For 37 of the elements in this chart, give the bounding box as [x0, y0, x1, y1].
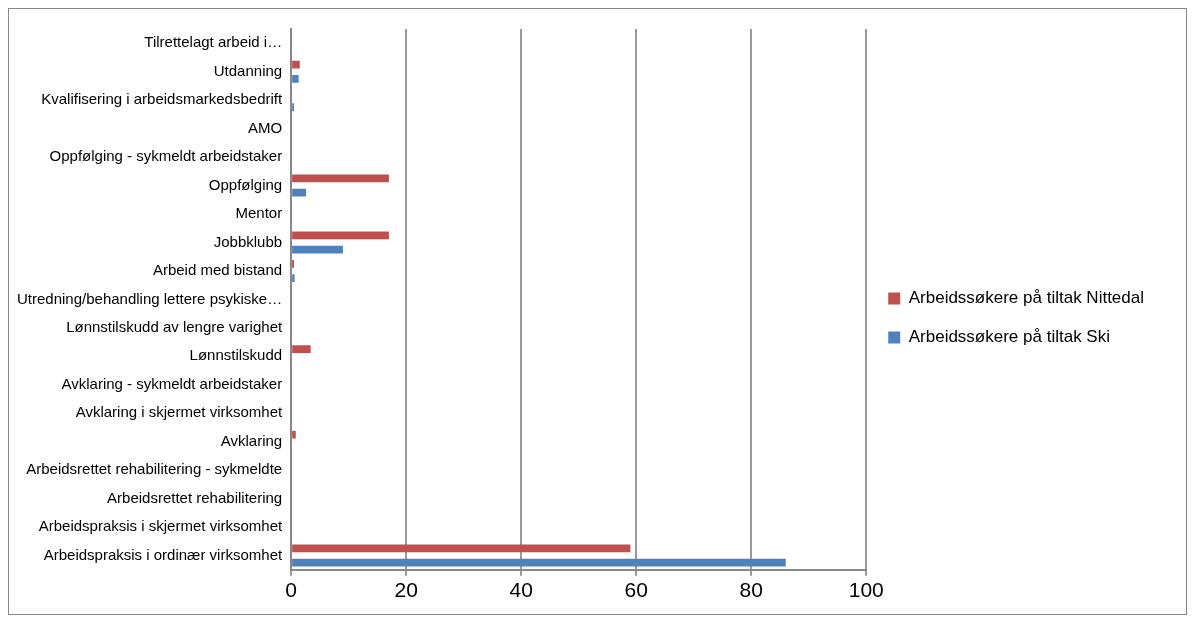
x-tick-label: 60 — [624, 578, 648, 602]
y-tick-label: Avklaring — [220, 431, 283, 449]
bar — [292, 188, 307, 197]
x-tick-label: 40 — [509, 578, 533, 602]
bar — [292, 345, 311, 354]
y-tick-label: AMO — [247, 118, 283, 136]
x-tick-label: 20 — [394, 578, 418, 602]
y-tick-label: Arbeidspraksis i skjermet virksomhet — [38, 517, 283, 535]
x-tick-label: 100 — [848, 578, 884, 602]
y-tick-label: Jobbklubb — [213, 232, 283, 250]
bar — [292, 558, 786, 567]
y-tick-label: Lønnstilskudd — [189, 346, 283, 364]
bar — [292, 231, 389, 240]
legend-label: Arbeidssøkere på tiltak Ski — [908, 327, 1110, 347]
bar — [292, 174, 389, 183]
y-tick-label: Tilrettelagt arbeid i… — [144, 33, 283, 51]
y-tick-label: Utdanning — [213, 61, 283, 79]
y-tick-label: Mentor — [235, 204, 283, 222]
y-tick-label: Kvalifisering i arbeidsmarkedsbedrift — [41, 90, 283, 108]
x-tick-label: 80 — [739, 578, 763, 602]
y-tick-label: Lønnstilskudd av lengre varighet — [66, 318, 283, 335]
y-tick-label: Utredning/behandling lettere psykiske… — [17, 289, 283, 307]
y-tick-label: Oppfølging — [208, 175, 283, 193]
y-tick-label: Avklaring i skjermet virksomhet — [75, 403, 283, 421]
bar — [292, 245, 343, 254]
y-tick-label: Oppfølging - sykmeldt arbeidstaker — [49, 147, 283, 165]
bar — [292, 60, 300, 69]
y-tick-label: Arbeidsrettet rehabilitering — [107, 488, 283, 506]
y-tick-label: Avklaring - sykmeldt arbeidstaker — [61, 374, 283, 392]
bar — [292, 430, 296, 439]
y-tick-label: Arbeidspraksis i ordinær virksomhet — [43, 545, 283, 563]
x-tick-label: 0 — [285, 578, 297, 602]
legend-label: Arbeidssøkere på tiltak Nittedal — [908, 288, 1145, 308]
bar — [292, 74, 299, 83]
y-tick-label: Arbeidsrettet rehabilitering - sykmeldte — [26, 460, 283, 478]
y-tick-label: Arbeid med bistand — [152, 261, 283, 279]
bar — [292, 274, 295, 282]
